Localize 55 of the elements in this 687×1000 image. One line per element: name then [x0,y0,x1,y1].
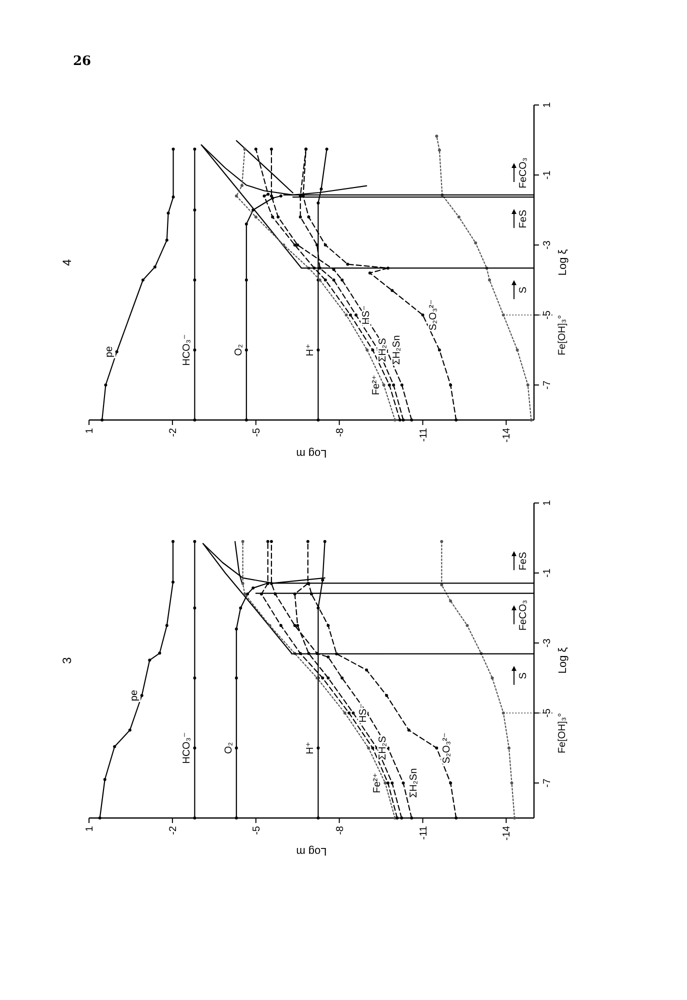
y-tick-label: -1 [542,170,553,180]
annotation: Fe[OH]₃° [557,315,568,356]
annotation: FeCO₃ [518,158,529,188]
annotation: O₂ [233,344,244,356]
y-tick-label: -3 [542,638,553,648]
x-tick-label: -2 [168,826,179,835]
y-tick-label: -5 [542,310,553,320]
y-tick-label: -1 [542,568,553,578]
x-tick-label: -8 [334,826,346,835]
y-tick-label: -7 [542,778,553,788]
annotation: ΣH₂Sn [408,768,420,798]
annotation: HCO₃⁻ [182,732,193,764]
x-tick-label: -11 [418,428,430,442]
text: 3 [60,656,74,664]
x-tick-label: -8 [334,428,346,437]
y-tick-label: -5 [542,708,553,718]
annotation: FeS [518,552,529,570]
annotation: H⁺ [305,742,316,754]
text: 4 [60,258,74,266]
annotation: FeCO₃ [518,600,529,631]
y-tick-label: 1 [542,500,553,506]
annotation: ΣH₂S [378,338,389,362]
x-tick-label: 1 [84,826,96,832]
annotation: Fe[OH]₃° [557,713,568,754]
annotation: HS⁻ [361,305,372,325]
annotation: H⁺ [305,344,316,356]
x-tick-label: -11 [418,826,430,840]
annotation: O₂ [223,742,234,754]
y-tick-label: -7 [542,380,553,390]
x-tick-label: -14 [502,428,513,442]
annotation: FeS [518,210,529,228]
x-axis-title: Log m [296,845,327,857]
annotation: S [518,286,529,294]
x-tick-label: 1 [84,428,96,434]
y-tick-label: 1 [542,102,553,108]
annotation: pe [128,690,140,702]
annotation: Fe²⁺ [372,772,384,794]
annotation: Fe²⁺ [370,374,382,396]
annotation: S [518,672,529,680]
annotation: HCO₃⁻ [182,334,193,366]
annotation: S₂O₃²⁻ [442,732,453,764]
x-tick-label: -14 [502,826,513,840]
x-tick-label: -2 [168,428,179,437]
y-axis-title: Log ξ [557,249,569,276]
y-tick-label: -3 [542,240,553,250]
text: 26 [73,54,92,69]
annotation: ΣH₂S [378,736,389,760]
x-tick-label: -5 [251,428,262,437]
x-tick-label: -5 [251,826,262,835]
annotation: S₂O₃²⁻ [428,299,439,331]
x-axis-title: Log m [296,447,327,459]
annotation: HS⁻ [358,703,370,723]
y-axis-title: Log ξ [557,647,569,674]
annotation: ΣH₂Sn [392,335,403,365]
annotation: pe [104,346,115,358]
